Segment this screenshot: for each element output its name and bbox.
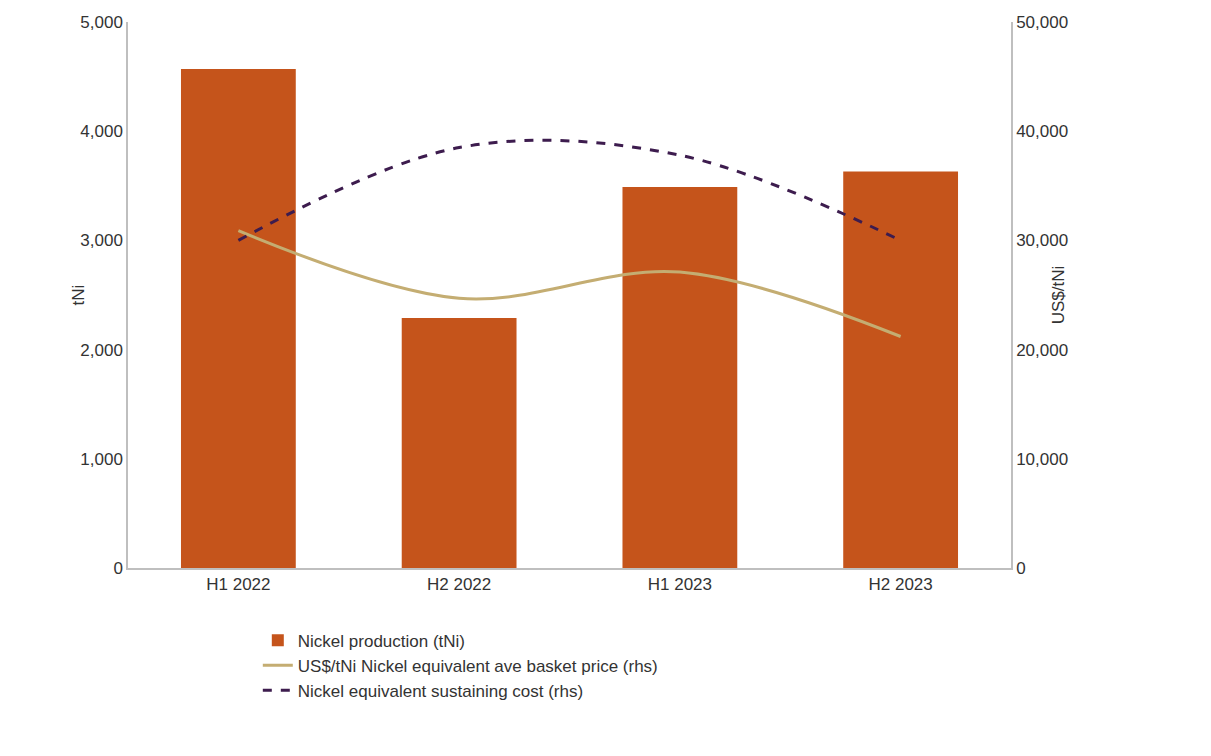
svg-text:US$/tNi Nickel equivalent ave: US$/tNi Nickel equivalent ave basket pri…: [298, 657, 658, 676]
svg-text:0: 0: [1016, 559, 1025, 578]
svg-text:2,000: 2,000: [80, 341, 123, 360]
svg-text:10,000: 10,000: [1016, 450, 1068, 469]
svg-text:H2 2022: H2 2022: [427, 575, 491, 594]
svg-text:40,000: 40,000: [1016, 122, 1068, 141]
svg-text:0: 0: [113, 559, 122, 578]
svg-text:4,000: 4,000: [80, 122, 123, 141]
svg-text:30,000: 30,000: [1016, 231, 1068, 250]
svg-text:1,000: 1,000: [80, 450, 123, 469]
svg-text:H1 2023: H1 2023: [648, 575, 712, 594]
svg-text:Nickel production (tNi): Nickel production (tNi): [298, 632, 465, 651]
svg-text:H2 2023: H2 2023: [868, 575, 932, 594]
svg-text:US$/tNi: US$/tNi: [1049, 266, 1068, 325]
svg-text:5,000: 5,000: [80, 13, 123, 32]
svg-text:3,000: 3,000: [80, 231, 123, 250]
svg-text:tNi: tNi: [69, 285, 88, 306]
svg-text:50,000: 50,000: [1016, 13, 1068, 32]
svg-text:Nickel equivalent sustaining c: Nickel equivalent sustaining cost (rhs): [298, 682, 583, 701]
svg-text:H1 2022: H1 2022: [206, 575, 270, 594]
svg-text:20,000: 20,000: [1016, 341, 1068, 360]
